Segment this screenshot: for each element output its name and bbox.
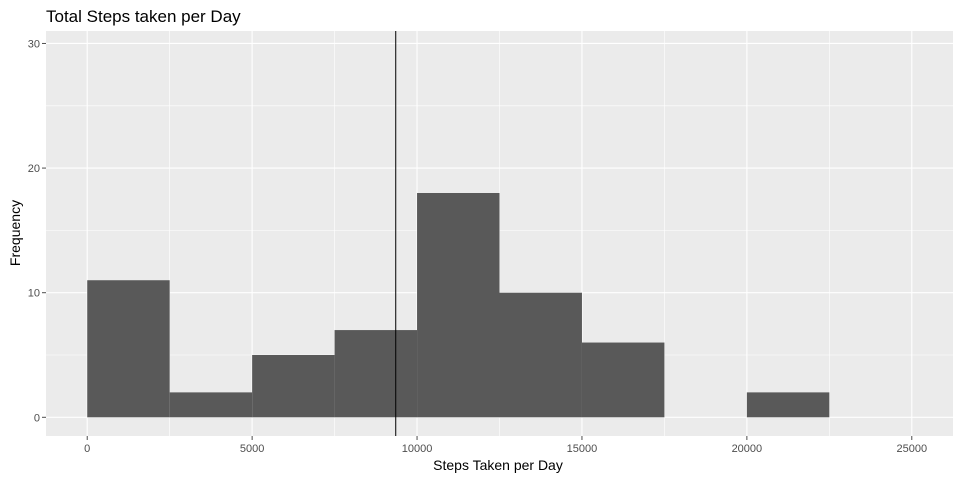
y-axis-ticks: 0 10 20 30 (28, 38, 46, 424)
x-axis-title: Steps Taken per Day (433, 457, 563, 473)
chart-title: Total Steps taken per Day (46, 7, 241, 26)
x-tick-label: 5000 (240, 443, 264, 455)
histogram-bar (581, 342, 665, 418)
y-tick-label: 10 (28, 288, 40, 300)
y-axis-title: Frequency (7, 200, 23, 266)
x-tick-label: 15000 (567, 443, 598, 455)
histogram-bar (746, 392, 830, 418)
histogram-bar (252, 355, 335, 418)
histogram-bars (87, 193, 830, 418)
x-tick-label: 0 (84, 443, 90, 455)
x-tick-label: 20000 (732, 443, 763, 455)
y-tick-label: 30 (28, 38, 40, 50)
histogram-bar (169, 392, 253, 418)
y-tick-label: 0 (34, 412, 40, 424)
x-tick-label: 25000 (896, 443, 927, 455)
histogram-bar (417, 193, 500, 418)
histogram-bar (334, 330, 418, 418)
x-tick-label: 10000 (402, 443, 433, 455)
y-tick-label: 20 (28, 163, 40, 175)
histogram-bar (499, 292, 582, 418)
x-axis-ticks: 0 5000 10000 15000 20000 25000 (84, 436, 927, 455)
histogram-bar (87, 280, 170, 418)
